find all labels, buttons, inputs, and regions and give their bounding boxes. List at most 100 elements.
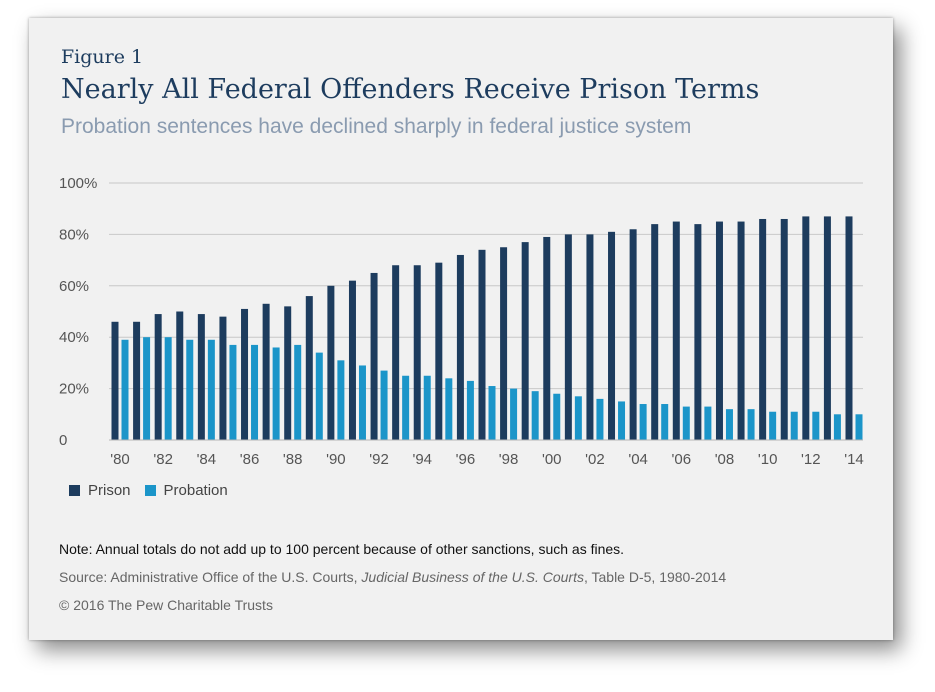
bar-probation	[207, 339, 215, 440]
bar-prison	[672, 221, 680, 440]
bar-prison	[823, 216, 831, 440]
bar-probation	[747, 409, 755, 440]
y-tick-label: 40%	[59, 329, 89, 346]
x-tick-label: '02	[585, 451, 605, 468]
bar-prison	[435, 262, 443, 440]
bar-probation	[488, 386, 496, 440]
bar-probation	[639, 404, 647, 440]
bar-prison	[370, 272, 378, 440]
source-prefix: Source: Administrative Office of the U.S…	[59, 569, 362, 585]
source-suffix: , Table D-5, 1980-2014	[583, 569, 727, 585]
bar-prison	[478, 249, 486, 440]
bar-probation	[812, 411, 820, 440]
bar-prison	[392, 265, 400, 440]
x-tick-label: '08	[715, 451, 735, 468]
legend-item-prison: Prison	[69, 482, 131, 499]
bar-prison	[305, 296, 313, 440]
bar-probation	[402, 375, 410, 440]
bar-probation	[272, 347, 280, 440]
y-tick-label: 20%	[59, 381, 89, 398]
bar-probation	[510, 388, 518, 440]
bar-probation	[445, 378, 453, 440]
bar-probation	[337, 360, 345, 440]
legend-label-prison: Prison	[88, 482, 131, 499]
bar-probation	[833, 414, 841, 440]
bar-prison	[694, 224, 702, 440]
bar-probation	[618, 401, 626, 440]
x-tick-label: '00	[542, 451, 562, 468]
bar-prison	[219, 316, 227, 440]
x-tick-label: '10	[758, 451, 778, 468]
x-tick-label: '12	[801, 451, 821, 468]
legend-swatch-prison	[69, 485, 80, 496]
bar-probation	[466, 380, 474, 440]
bar-probation	[682, 406, 690, 440]
bar-probation	[769, 411, 777, 440]
bar-prison	[802, 216, 810, 440]
bar-probation	[164, 337, 172, 440]
bar-probation	[725, 409, 733, 440]
bar-prison	[500, 247, 508, 440]
bar-prison	[586, 234, 594, 440]
chart-subtitle: Probation sentences have declined sharpl…	[61, 115, 692, 138]
bar-prison	[759, 218, 767, 440]
bar-prison	[651, 224, 659, 440]
bar-probation	[294, 344, 302, 440]
bar-probation	[380, 370, 388, 440]
bar-probation	[143, 337, 151, 440]
bar-probation	[553, 393, 561, 440]
bar-prison	[629, 229, 637, 440]
legend-item-probation: Probation	[144, 482, 228, 499]
source-italic: Judicial Business of the U.S. Courts	[361, 569, 584, 585]
x-tick-label: '98	[499, 451, 519, 468]
x-tick-label: '80	[110, 451, 130, 468]
figure-label: Figure 1	[61, 46, 144, 68]
chart-legend: Prison Probation	[69, 482, 242, 499]
bar-prison	[348, 280, 356, 440]
bar-probation	[186, 339, 194, 440]
chart-source: Source: Administrative Office of the U.S…	[59, 569, 726, 585]
figure-card: Figure 1 Nearly All Federal Offenders Re…	[29, 18, 893, 640]
x-tick-label: '92	[369, 451, 389, 468]
bar-chart: 100% 80% 60% 40% 20% 0 '80 '82 '84 '86 '88 '90 '92 '9…	[59, 175, 864, 468]
bar-prison	[608, 231, 616, 440]
bar-probation	[251, 344, 259, 440]
bar-probation	[661, 404, 669, 440]
bar-prison	[241, 308, 249, 440]
bar-prison	[154, 314, 162, 440]
bar-prison	[327, 285, 335, 440]
bar-probation	[229, 344, 237, 440]
bar-probation	[574, 396, 582, 440]
bar-prison	[111, 321, 119, 440]
bar-prison	[456, 254, 464, 440]
bar-probation	[121, 339, 129, 440]
x-tick-label: '94	[412, 451, 432, 468]
y-tick-label: 0	[59, 432, 67, 449]
bar-probation	[790, 411, 798, 440]
x-tick-label: '06	[672, 451, 692, 468]
bar-probation	[704, 406, 712, 440]
bar-probation	[531, 391, 539, 440]
bar-prison	[284, 306, 292, 440]
bar-prison	[737, 221, 745, 440]
x-tick-label: '90	[326, 451, 346, 468]
bar-prison	[715, 221, 723, 440]
bar-probation	[358, 365, 366, 440]
x-tick-label: '84	[197, 451, 217, 468]
bar-prison	[780, 218, 788, 440]
x-tick-label: '14	[844, 451, 864, 468]
legend-swatch-probation	[144, 485, 156, 496]
bar-prison	[845, 216, 853, 440]
x-tick-label: '86	[240, 451, 260, 468]
x-tick-label: '04	[628, 451, 648, 468]
bar-probation	[423, 375, 431, 440]
x-tick-label: '88	[283, 451, 303, 468]
copyright: © 2016 The Pew Charitable Trusts	[59, 597, 273, 613]
y-tick-label: 60%	[59, 278, 89, 295]
bar-prison	[413, 265, 421, 440]
bar-prison	[543, 236, 551, 440]
y-tick-label: 80%	[59, 226, 89, 243]
bar-prison	[564, 234, 572, 440]
bar-prison	[176, 311, 184, 440]
bar-prison	[133, 321, 141, 440]
